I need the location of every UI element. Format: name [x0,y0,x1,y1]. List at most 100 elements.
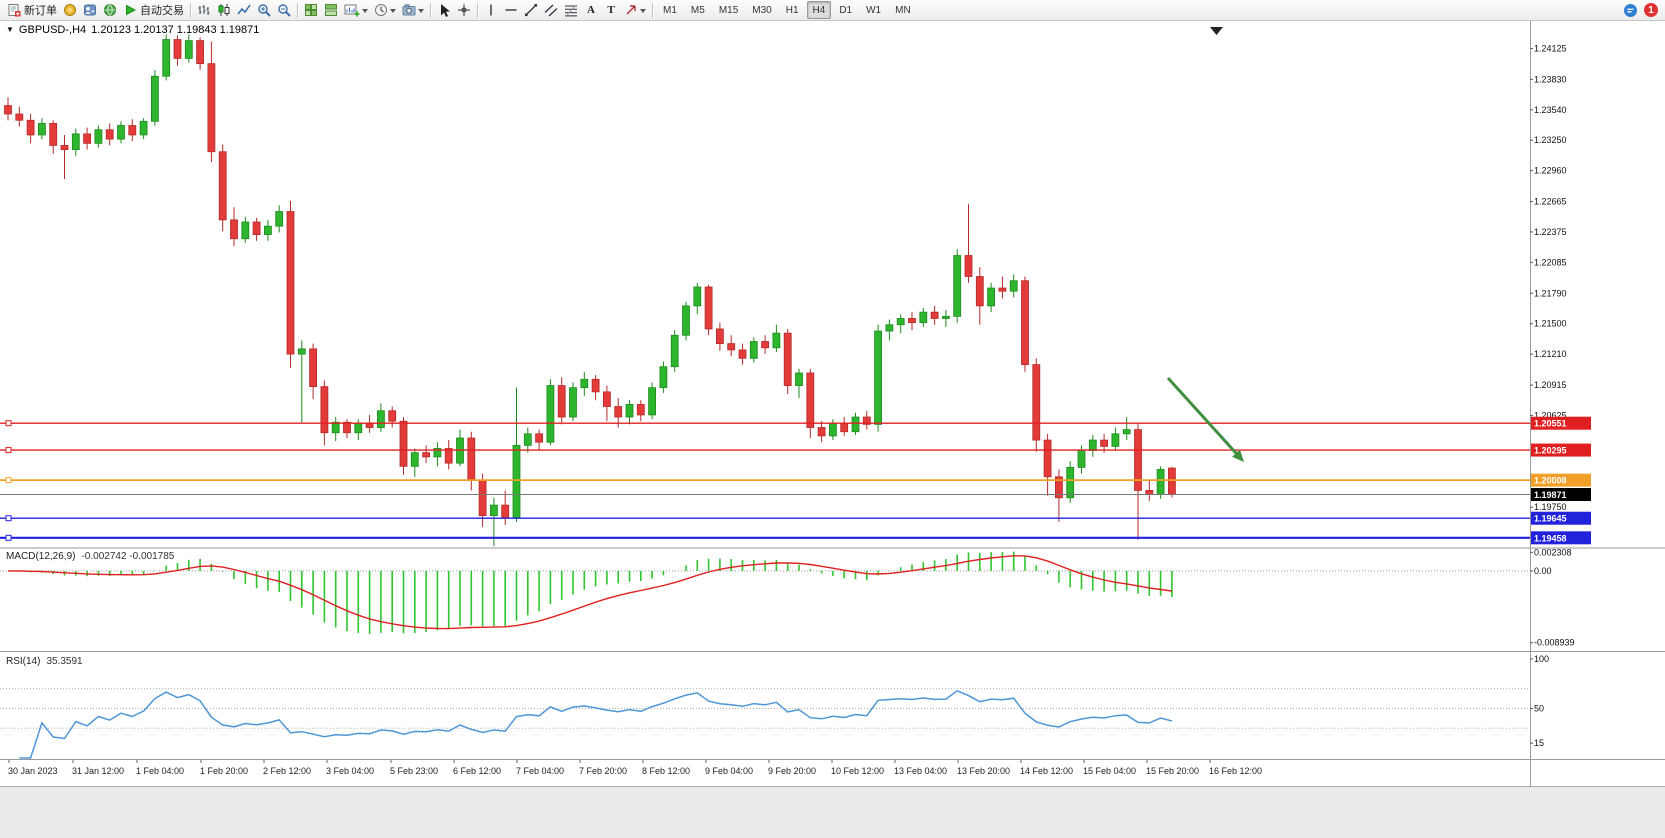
svg-text:1.23540: 1.23540 [1534,105,1567,115]
timeframe-button-m15[interactable]: M15 [718,4,739,16]
fibonacci-button[interactable] [561,1,581,19]
auto-scroll-icon [324,3,338,17]
timeframe-button-m30[interactable]: M30 [752,4,772,16]
price-tag: 1.19871 [1531,488,1591,502]
svg-text:1.23830: 1.23830 [1534,74,1567,84]
crosshair-button[interactable] [454,1,474,19]
macd-indicator-values: -0.002742 -0.001785 [81,551,175,562]
autotrading-label: 自动交易 [140,5,184,17]
line-chart-button[interactable] [234,1,254,19]
svg-text:1.20008: 1.20008 [1534,476,1567,486]
channel-button[interactable] [541,1,561,19]
market-button[interactable] [60,1,80,19]
new-order-icon [7,3,21,17]
community-button[interactable] [100,1,120,19]
svg-text:2 Feb 12:00: 2 Feb 12:00 [263,766,311,776]
line-handle[interactable] [5,477,12,484]
svg-text:1.22665: 1.22665 [1534,197,1567,207]
autotrading-play-icon [123,3,137,17]
trendline-button[interactable] [521,1,541,19]
chart-shift-marker[interactable] [1210,27,1223,35]
svg-text:10 Feb 12:00: 10 Feb 12:00 [831,766,884,776]
line-handle[interactable] [5,420,12,427]
horizontal-line-button[interactable] [501,1,521,19]
svg-text:9 Feb 04:00: 9 Feb 04:00 [705,766,753,776]
rsi-indicator-name: RSI(14) [6,656,41,667]
signals-button[interactable] [80,1,100,19]
svg-text:1.21210: 1.21210 [1534,349,1567,359]
line-handle[interactable] [5,515,12,522]
trend-arrow-annotation[interactable] [1166,376,1242,459]
arrows-dropdown[interactable] [621,1,649,19]
one-click-trading-toggle-icon[interactable]: ▼ [6,25,14,34]
notifications-button[interactable]: 1 [1641,1,1661,19]
rsi-panel-label: RSI(14) 35.3591 [6,656,83,667]
cursor-icon [437,3,451,17]
text-label-button[interactable]: T [601,1,621,19]
price-axis-labels: 1.24125 1.23830 1.23540 1.23250 1.22960 1.226… [1530,43,1567,512]
timeframe-button-d1[interactable]: D1 [839,4,853,16]
svg-text:7 Feb 20:00: 7 Feb 20:00 [579,766,627,776]
timeframe-button-h1[interactable]: H1 [785,4,799,16]
vertical-line-icon [484,3,498,17]
price-tag: 1.20551 [1531,416,1591,430]
svg-text:1.19750: 1.19750 [1534,502,1567,512]
svg-text:1.23250: 1.23250 [1534,135,1567,145]
svg-text:3 Feb 04:00: 3 Feb 04:00 [326,766,374,776]
toolbar-separator [477,2,478,18]
new-order-button[interactable]: 新订单 [4,1,60,19]
text-button[interactable]: A [581,1,601,19]
zoom-in-button[interactable] [254,1,274,19]
svg-text:1 Feb 20:00: 1 Feb 20:00 [200,766,248,776]
svg-text:1.24125: 1.24125 [1534,43,1567,53]
trend-arrow-head [1232,449,1244,462]
tile-windows-button[interactable] [301,1,321,19]
templates-dropdown[interactable] [399,1,427,19]
macd-histogram [18,551,1173,634]
toolbar-separator [297,2,298,18]
candlestick-chart-button[interactable] [214,1,234,19]
new-chart-dropdown[interactable] [341,1,371,19]
rsi-line [19,689,1173,759]
autotrading-button[interactable]: 自动交易 [120,1,187,19]
svg-text:15 Feb 20:00: 15 Feb 20:00 [1146,766,1199,776]
zoom-out-button[interactable] [274,1,294,19]
timeframe-button-mn[interactable]: MN [895,4,911,16]
svg-text:1.19871: 1.19871 [1534,490,1567,500]
toolbar-separator [430,2,431,18]
svg-text:30 Jan 2023: 30 Jan 2023 [8,766,58,776]
equidistant-channel-icon [544,3,558,17]
chat-button[interactable] [1620,1,1641,19]
macd-signal-line [7,555,1172,630]
svg-text:1.22085: 1.22085 [1534,257,1567,267]
signals-icon [83,3,97,17]
timeframe-button-m1[interactable]: M1 [663,4,677,16]
timeframe-button-h4[interactable]: H4 [806,1,832,19]
crosshair-icon [457,3,471,17]
auto-scroll-button[interactable] [321,1,341,19]
new-chart-icon [344,3,360,17]
notification-badge: 1 [1644,3,1658,17]
svg-text:1.21500: 1.21500 [1534,319,1567,329]
new-order-label: 新订单 [24,5,57,17]
profiles-clock-icon [374,3,388,17]
caret-down-icon [640,8,646,16]
timeframe-button-m5[interactable]: M5 [690,4,705,16]
rsi-indicator-value: 35.3591 [46,656,83,667]
bar-chart-button[interactable] [194,1,214,19]
zoom-out-icon [277,3,291,17]
timeframe-button-w1[interactable]: W1 [866,4,882,16]
line-handle[interactable] [5,447,12,454]
market-icon [63,3,77,17]
line-handle[interactable] [5,534,12,541]
vertical-line-button[interactable] [481,1,501,19]
cursor-button[interactable] [434,1,454,19]
price-tag: 1.20295 [1531,443,1591,457]
svg-text:1.20551: 1.20551 [1534,419,1567,429]
text-tool-icon: A [587,4,595,16]
profiles-dropdown[interactable] [371,1,399,19]
templates-icon [402,3,416,17]
svg-text:-0.008939: -0.008939 [1534,638,1575,648]
